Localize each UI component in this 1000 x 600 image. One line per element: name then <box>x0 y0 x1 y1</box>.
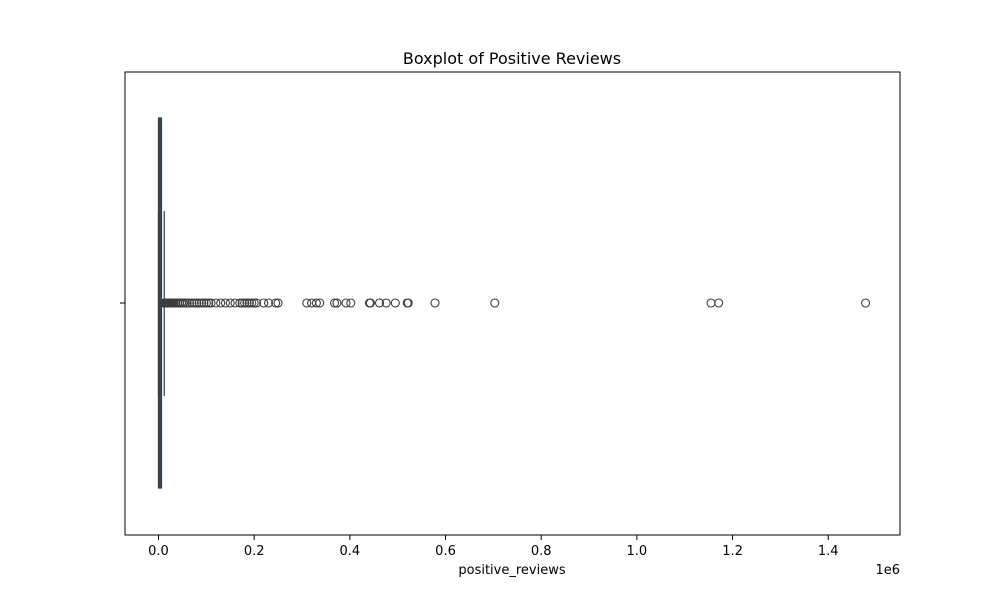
outlier-point <box>237 298 247 308</box>
outlier-point <box>182 298 192 308</box>
outlier-point <box>403 298 413 308</box>
outlier-point <box>341 298 351 308</box>
outlier-point <box>249 298 259 308</box>
outlier-point <box>216 298 226 308</box>
outlier-point <box>235 298 245 308</box>
outlier-point <box>374 298 385 308</box>
outlier-points <box>159 298 871 308</box>
outlier-point <box>247 298 257 308</box>
outlier-point <box>311 298 321 308</box>
x-axis-offset-label: 1e6 <box>875 563 900 578</box>
outlier-point <box>196 298 207 308</box>
chart-title: Boxplot of Positive Reviews <box>403 49 621 68</box>
outlier-point <box>861 298 871 308</box>
x-tick-label: 1.4 <box>818 544 839 559</box>
outlier-point <box>271 298 281 308</box>
outlier-point <box>199 298 209 308</box>
outlier-point <box>273 298 283 308</box>
x-tick-label: 0.4 <box>340 544 361 559</box>
outlier-point <box>365 298 375 308</box>
outlier-point <box>490 298 500 308</box>
outlier-point <box>187 298 197 308</box>
outlier-point <box>346 298 356 308</box>
outlier-point <box>302 298 312 308</box>
outlier-point <box>430 298 440 308</box>
x-axis-ticks: 0.0 0.2 0.4 0.6 0.8 1.0 1.2 1.4 <box>148 535 839 559</box>
plot-area <box>124 71 901 536</box>
outlier-point <box>220 298 231 308</box>
x-tick-label: 0.0 <box>148 544 169 559</box>
outlier-point <box>201 298 211 308</box>
outlier-point <box>244 298 254 308</box>
x-axis-label: positive_reviews <box>458 563 565 578</box>
outlier-point <box>185 298 195 308</box>
outlier-point <box>714 298 724 308</box>
outlier-point <box>194 298 204 308</box>
outlier-point <box>189 298 199 308</box>
outlier-point <box>252 298 262 308</box>
outlier-point <box>329 298 340 308</box>
x-tick-label: 1.0 <box>627 544 648 559</box>
x-tick-label: 0.6 <box>435 544 456 559</box>
outlier-point <box>381 298 391 308</box>
outlier-point <box>206 298 216 308</box>
outlier-point <box>263 298 274 308</box>
outlier-point <box>225 298 235 308</box>
x-tick-label: 0.8 <box>531 544 552 559</box>
x-tick-label: 1.2 <box>722 544 743 559</box>
outlier-point <box>192 298 202 308</box>
outlier-point <box>240 298 250 308</box>
outlier-point <box>390 298 400 308</box>
outlier-point <box>259 298 269 308</box>
x-tick-label: 0.2 <box>244 544 265 559</box>
outlier-point <box>230 298 240 308</box>
outlier-point <box>211 298 221 308</box>
outlier-point <box>242 298 252 308</box>
outlier-point <box>204 298 214 308</box>
outlier-point <box>315 298 325 308</box>
outlier-point <box>332 298 342 308</box>
